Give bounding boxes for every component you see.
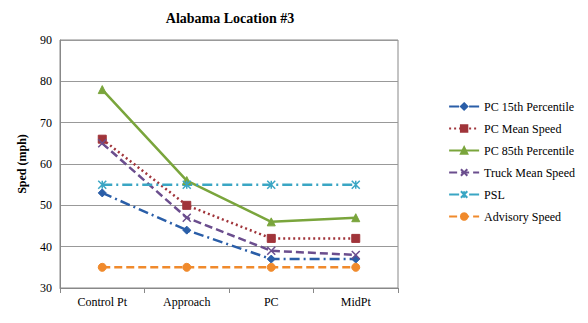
svg-text:80: 80 [40,74,52,88]
svg-text:PC: PC [264,295,279,309]
svg-text:70: 70 [40,116,52,130]
svg-text:Advisory Speed: Advisory Speed [484,210,561,224]
svg-text:Approach: Approach [163,295,210,309]
svg-text:Truck Mean Speed: Truck Mean Speed [484,166,575,180]
svg-text:Alabama Location #3: Alabama Location #3 [166,11,294,26]
svg-text:30: 30 [40,281,52,295]
svg-text:40: 40 [40,240,52,254]
svg-text:50: 50 [40,198,52,212]
svg-text:PC 15th Percentile: PC 15th Percentile [484,100,574,114]
svg-text:PC 85th Percentile: PC 85th Percentile [484,144,574,158]
svg-text:Sped (mph): Sped (mph) [15,134,29,194]
svg-text:PSL: PSL [484,188,505,202]
svg-text:Control Pt: Control Pt [77,295,127,309]
svg-text:90: 90 [40,33,52,47]
svg-text:MidPt: MidPt [341,295,372,309]
svg-text:PC Mean Speed: PC Mean Speed [484,122,561,136]
svg-text:60: 60 [40,157,52,171]
